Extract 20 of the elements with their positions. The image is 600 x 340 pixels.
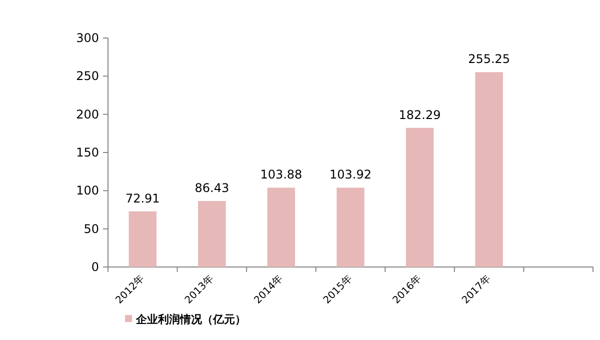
y-tick-label: 0 (91, 260, 99, 274)
y-tick-label: 250 (76, 69, 99, 84)
legend-label: 企业利润情况（亿元） (135, 313, 246, 326)
data-label: 255.25 (468, 52, 510, 66)
data-label: 182.29 (398, 108, 441, 122)
bar (336, 188, 364, 267)
bar (406, 128, 434, 267)
bar (128, 211, 156, 267)
bar (267, 188, 296, 267)
y-tick-label: 200 (76, 107, 99, 122)
y-tick-label: 50 (84, 222, 99, 236)
data-label: 72.91 (125, 191, 160, 206)
y-tick-label: 300 (76, 31, 99, 45)
y-tick-label: 150 (76, 146, 99, 160)
data-label: 103.92 (330, 168, 372, 182)
data-label: 86.43 (194, 181, 230, 196)
data-label: 103.88 (260, 168, 302, 182)
bar (475, 72, 503, 267)
y-tick-label: 100 (76, 184, 99, 198)
bar (198, 201, 226, 267)
